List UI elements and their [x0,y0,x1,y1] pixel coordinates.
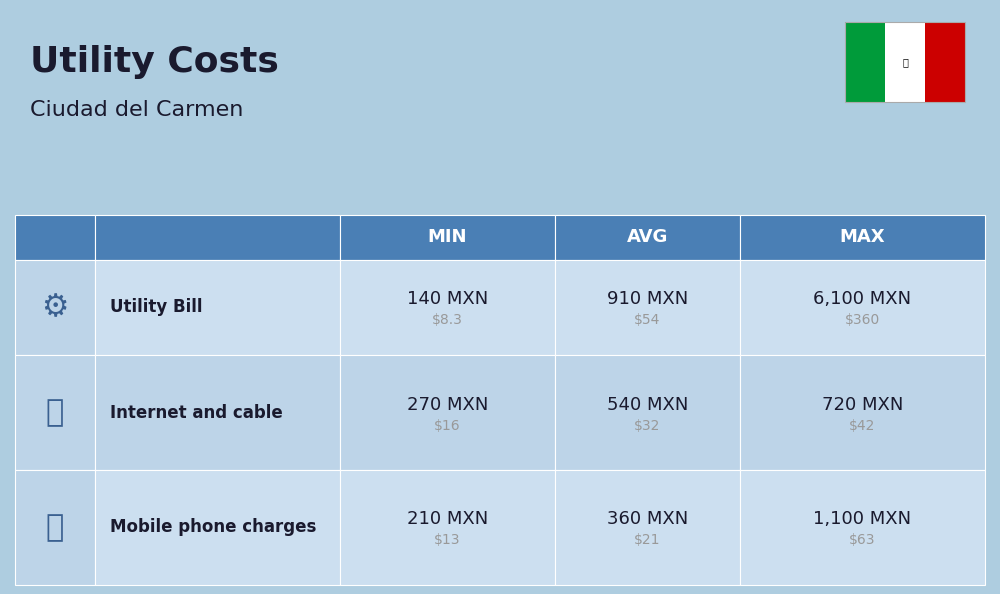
Bar [845,22,965,102]
Text: 📶: 📶 [46,398,64,427]
Text: $13: $13 [434,533,461,548]
Bar [95,260,340,355]
Bar [15,215,95,260]
Bar [95,470,340,585]
Bar [555,215,740,260]
Text: $21: $21 [634,533,661,548]
Text: MAX: MAX [840,229,885,247]
Text: MIN: MIN [428,229,467,247]
Text: 📱: 📱 [46,513,64,542]
Text: 6,100 MXN: 6,100 MXN [813,290,912,308]
Text: $32: $32 [634,419,661,432]
Text: Internet and cable: Internet and cable [110,403,283,422]
Text: 540 MXN: 540 MXN [607,396,688,413]
Text: $54: $54 [634,314,661,327]
Bar [555,355,740,470]
Text: 910 MXN: 910 MXN [607,290,688,308]
Bar [925,22,965,102]
Bar [95,215,340,260]
Bar [340,215,555,260]
Text: 210 MXN: 210 MXN [407,510,488,529]
Text: 🦅: 🦅 [902,57,908,67]
Bar [740,260,985,355]
Text: $8.3: $8.3 [432,314,463,327]
Bar [340,355,555,470]
Bar [15,355,95,470]
Bar [555,260,740,355]
Text: Utility Costs: Utility Costs [30,45,279,79]
Text: $16: $16 [434,419,461,432]
Bar [15,260,95,355]
Text: ⚙: ⚙ [41,293,69,322]
Text: Utility Bill: Utility Bill [110,299,202,317]
Text: 270 MXN: 270 MXN [407,396,488,413]
Bar [740,470,985,585]
Bar [555,470,740,585]
Text: $360: $360 [845,314,880,327]
Bar [15,470,95,585]
Bar [95,355,340,470]
Text: $42: $42 [849,419,876,432]
Bar [845,22,885,102]
Text: 720 MXN: 720 MXN [822,396,903,413]
Text: $63: $63 [849,533,876,548]
Bar [740,215,985,260]
Text: Ciudad del Carmen: Ciudad del Carmen [30,100,243,120]
Bar [885,22,925,102]
Bar [340,470,555,585]
Bar [340,260,555,355]
Text: Mobile phone charges: Mobile phone charges [110,519,316,536]
Text: AVG: AVG [627,229,668,247]
Text: 360 MXN: 360 MXN [607,510,688,529]
Text: 140 MXN: 140 MXN [407,290,488,308]
Bar [740,355,985,470]
Text: 1,100 MXN: 1,100 MXN [813,510,912,529]
